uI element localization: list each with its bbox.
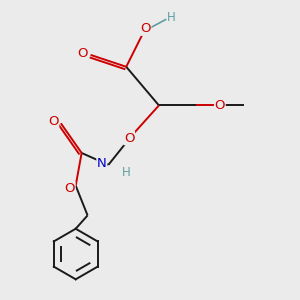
Text: O: O	[124, 132, 134, 145]
Text: H: H	[167, 11, 176, 24]
Text: O: O	[214, 99, 225, 112]
Text: N: N	[97, 157, 107, 170]
Text: O: O	[64, 182, 75, 195]
Text: O: O	[140, 22, 151, 35]
Text: O: O	[77, 47, 88, 60]
Text: O: O	[48, 115, 59, 128]
Text: H: H	[122, 166, 130, 179]
